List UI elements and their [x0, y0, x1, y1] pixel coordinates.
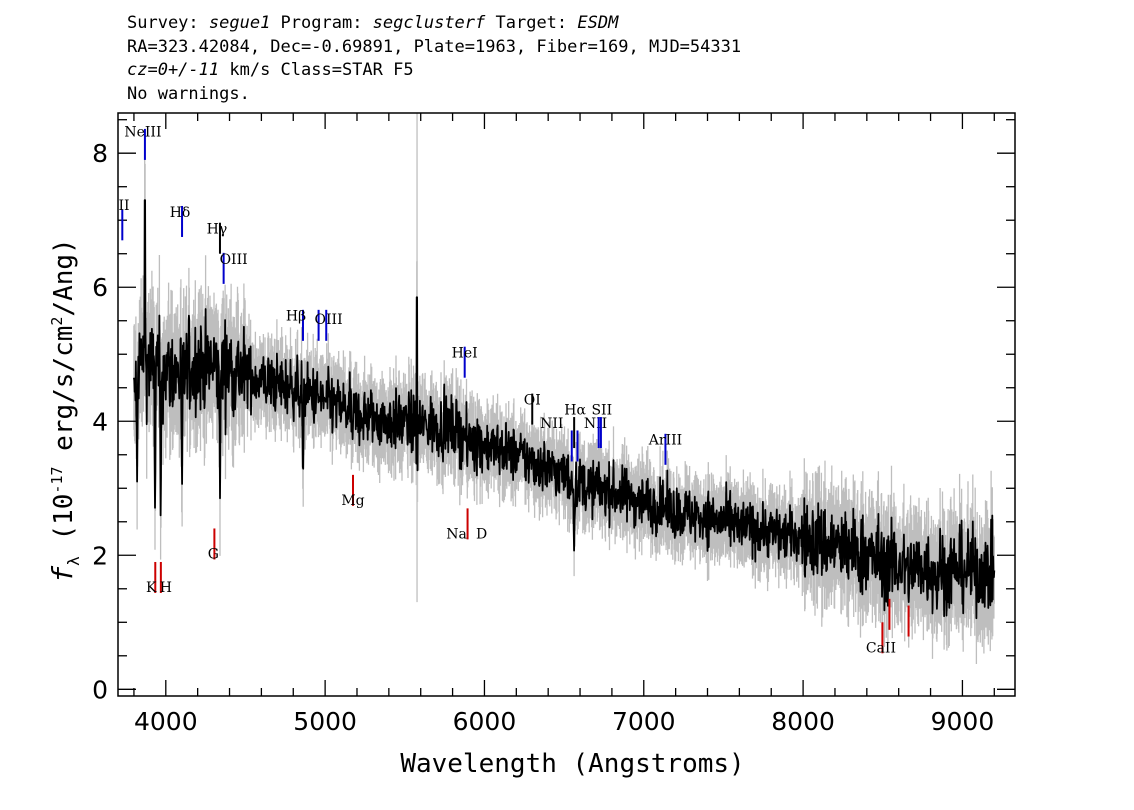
emission-line-label: Hα — [564, 403, 586, 419]
x-tick-label: 9000 — [931, 707, 995, 736]
plot-frame — [117, 112, 1016, 697]
y-axis-label-part: erg/s/cm — [49, 326, 79, 467]
emission-line-label: Hδ — [170, 205, 191, 221]
y-axis-label-part: (10 — [49, 494, 79, 557]
header-part: Program: — [270, 13, 372, 33]
y-axis-label-part: /Ang) — [49, 238, 79, 316]
header-line-4: No warnings. — [127, 84, 250, 104]
emission-line-label: NII — [540, 416, 563, 432]
y-tick-label: 6 — [92, 273, 108, 302]
y-axis-label-part: f — [46, 565, 79, 583]
header-part: segue1 — [209, 13, 270, 33]
absorption-line-label: CaII — [866, 640, 896, 656]
y-axis-label: fλ (10-17 erg/s/cm2/Ang) — [46, 238, 83, 582]
header-line-2: RA=323.42084, Dec=-0.69891, Plate=1963, … — [127, 37, 741, 57]
header-part: segclusterf — [373, 13, 486, 33]
x-tick-label: 5000 — [293, 707, 357, 736]
plot-area: 4000 5000 6000 7000 8000 9000 0 2 4 6 8 Wavelength … — [46, 112, 1016, 779]
header: Survey: segue1 Program: segclusterf Targ… — [127, 13, 741, 104]
absorption-line-label: G — [208, 547, 219, 563]
x-tick-label: 7000 — [612, 707, 676, 736]
x-axis-label: Wavelength (Angstroms) — [400, 749, 744, 779]
absorption-line-label: K — [146, 580, 157, 596]
header-part: cz=0+/-11 — [127, 60, 219, 80]
y-axis-label-part: λ — [64, 556, 83, 566]
header-line-3: cz=0+/-11 km/s Class=STAR F5 — [127, 60, 414, 80]
emission-line-label: OIII — [315, 312, 343, 328]
emission-line-label: OII — [107, 198, 130, 214]
emission-line-label: Hβ — [286, 309, 306, 325]
header-part: ESDM — [577, 13, 619, 33]
y-axis-label-part: -17 — [48, 466, 66, 493]
y-tick-label: 0 — [92, 675, 108, 704]
absorption-line-label: D — [476, 527, 487, 543]
y-tick-label: 2 — [92, 541, 108, 570]
x-tick-label: 8000 — [771, 707, 835, 736]
flux-line — [133, 199, 996, 620]
emission-line-label: NeIII — [124, 124, 161, 140]
emission-line-label: Hγ — [207, 222, 228, 238]
emission-line-label: OIII — [220, 252, 248, 268]
header-part: Survey: — [127, 13, 209, 33]
x-tick-label: 4000 — [134, 707, 198, 736]
emission-line-label: ArIII — [648, 433, 682, 449]
absorption-line-label: Na — [446, 527, 467, 543]
y-axis-label-part: 2 — [48, 317, 66, 326]
x-tick-label: 6000 — [453, 707, 517, 736]
emission-line-label: SII — [591, 403, 612, 419]
header-part: km/s Class=STAR F5 — [219, 60, 413, 80]
y-tick-label: 4 — [92, 407, 108, 436]
header-part: Target: — [485, 13, 577, 33]
emission-line-label: HeI — [452, 346, 478, 362]
absorption-line-label: Mg — [341, 493, 364, 509]
y-tick-label: 8 — [92, 139, 108, 168]
emission-line-label: OI — [524, 393, 541, 409]
absorption-line-label: H — [160, 580, 172, 596]
header-line-1: Survey: segue1 Program: segclusterf Targ… — [127, 13, 619, 33]
